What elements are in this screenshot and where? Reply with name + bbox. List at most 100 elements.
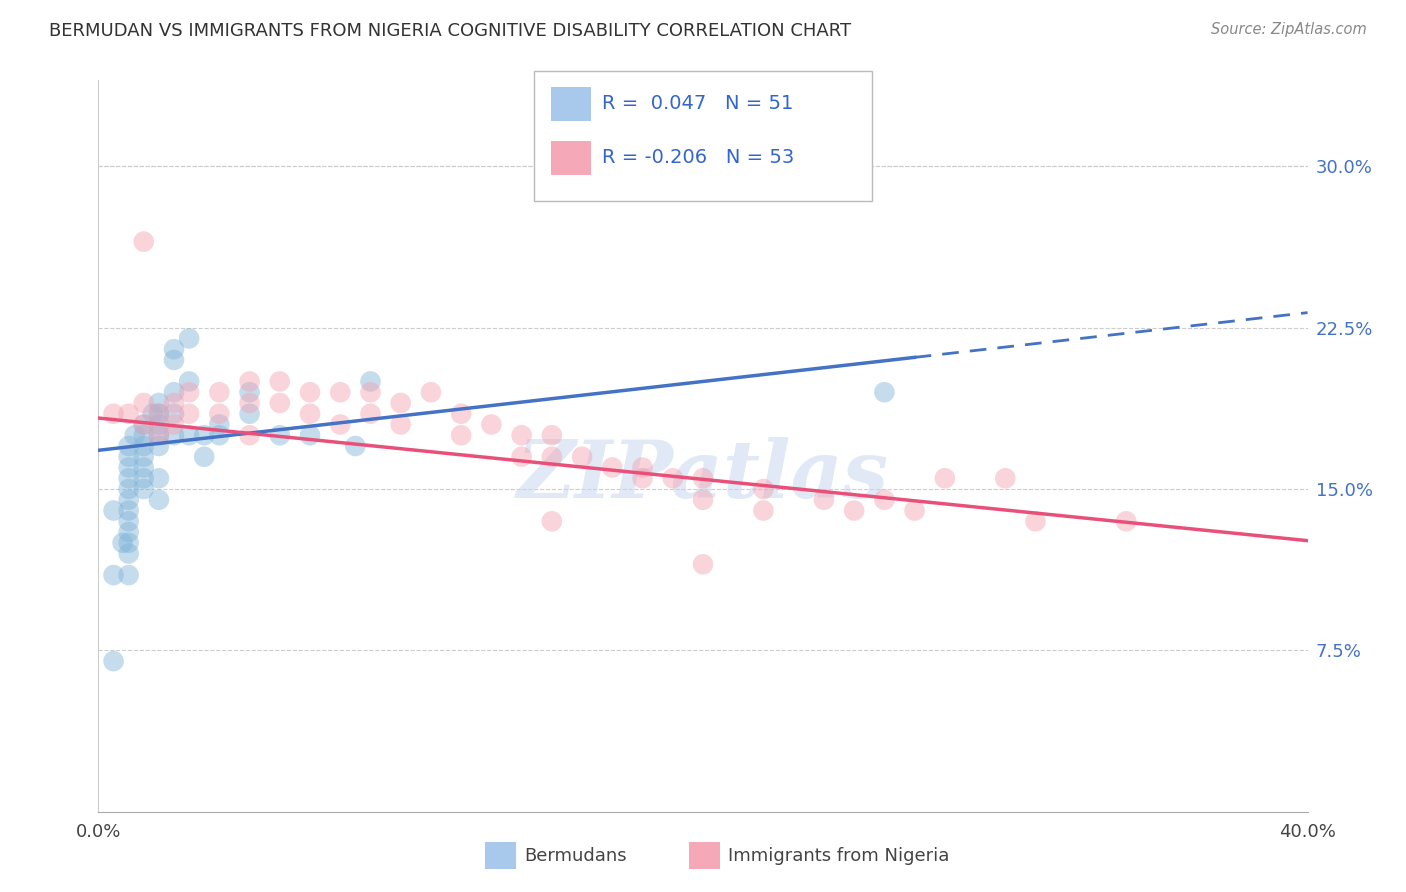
Point [148,428,170,442]
Point [103,407,125,421]
Point [1115,514,1137,528]
Point [571,450,593,464]
Point [103,503,125,517]
Point [208,428,231,442]
Point [179,385,201,400]
Point [148,407,170,421]
Point [631,471,654,485]
Point [118,524,141,539]
Point [179,407,201,421]
Point [239,407,262,421]
Point [602,460,624,475]
Point [163,385,186,400]
Point [118,482,141,496]
Point [239,396,262,410]
Point [118,407,141,421]
Point [132,235,155,249]
Point [239,428,262,442]
Point [142,407,165,421]
Point [148,407,170,421]
Point [450,407,472,421]
Point [148,428,170,442]
Point [148,471,170,485]
Point [179,375,201,389]
Point [934,471,956,485]
Point [239,385,262,400]
Point [540,514,562,528]
Point [299,385,322,400]
Point [163,396,186,410]
Point [148,417,170,432]
Point [692,471,714,485]
Text: R = -0.206   N = 53: R = -0.206 N = 53 [602,148,794,168]
Point [752,482,775,496]
Point [148,439,170,453]
Point [692,492,714,507]
Point [510,450,533,464]
Point [481,417,503,432]
Point [540,450,562,464]
Point [111,536,134,550]
Text: Source: ZipAtlas.com: Source: ZipAtlas.com [1211,22,1367,37]
Point [329,417,352,432]
Point [132,396,155,410]
Point [132,417,155,432]
Point [118,460,141,475]
Text: R =  0.047   N = 51: R = 0.047 N = 51 [602,94,793,113]
Point [299,407,322,421]
Point [193,450,215,464]
Point [118,514,141,528]
Point [389,396,412,410]
Point [118,536,141,550]
Text: ZIPatlas: ZIPatlas [517,436,889,514]
Point [132,439,155,453]
Point [360,385,382,400]
Point [208,385,231,400]
Point [132,417,155,432]
Point [360,375,382,389]
Point [118,450,141,464]
Point [103,654,125,668]
Point [179,428,201,442]
Point [193,428,215,442]
Point [132,450,155,464]
Point [540,428,562,442]
Point [148,396,170,410]
Point [904,503,927,517]
Point [844,503,866,517]
Point [132,428,155,442]
Point [103,568,125,582]
Point [1024,514,1046,528]
Point [269,396,291,410]
Point [450,428,472,442]
Point [631,460,654,475]
Point [873,385,896,400]
Point [692,558,714,572]
Point [118,439,141,453]
Point [420,385,443,400]
Point [148,492,170,507]
Text: Bermudans: Bermudans [524,847,627,865]
Point [239,375,262,389]
Point [163,353,186,368]
Point [132,460,155,475]
Text: BERMUDAN VS IMMIGRANTS FROM NIGERIA COGNITIVE DISABILITY CORRELATION CHART: BERMUDAN VS IMMIGRANTS FROM NIGERIA COGN… [49,22,852,40]
Point [299,428,322,442]
Point [163,342,186,356]
Point [118,492,141,507]
Point [994,471,1017,485]
Point [118,503,141,517]
Point [269,428,291,442]
Point [163,417,186,432]
Point [179,331,201,345]
Point [344,439,367,453]
Point [163,407,186,421]
Text: Immigrants from Nigeria: Immigrants from Nigeria [728,847,949,865]
Point [118,547,141,561]
Point [163,428,186,442]
Point [132,471,155,485]
Point [124,428,146,442]
Point [752,503,775,517]
Point [813,492,835,507]
Point [208,407,231,421]
